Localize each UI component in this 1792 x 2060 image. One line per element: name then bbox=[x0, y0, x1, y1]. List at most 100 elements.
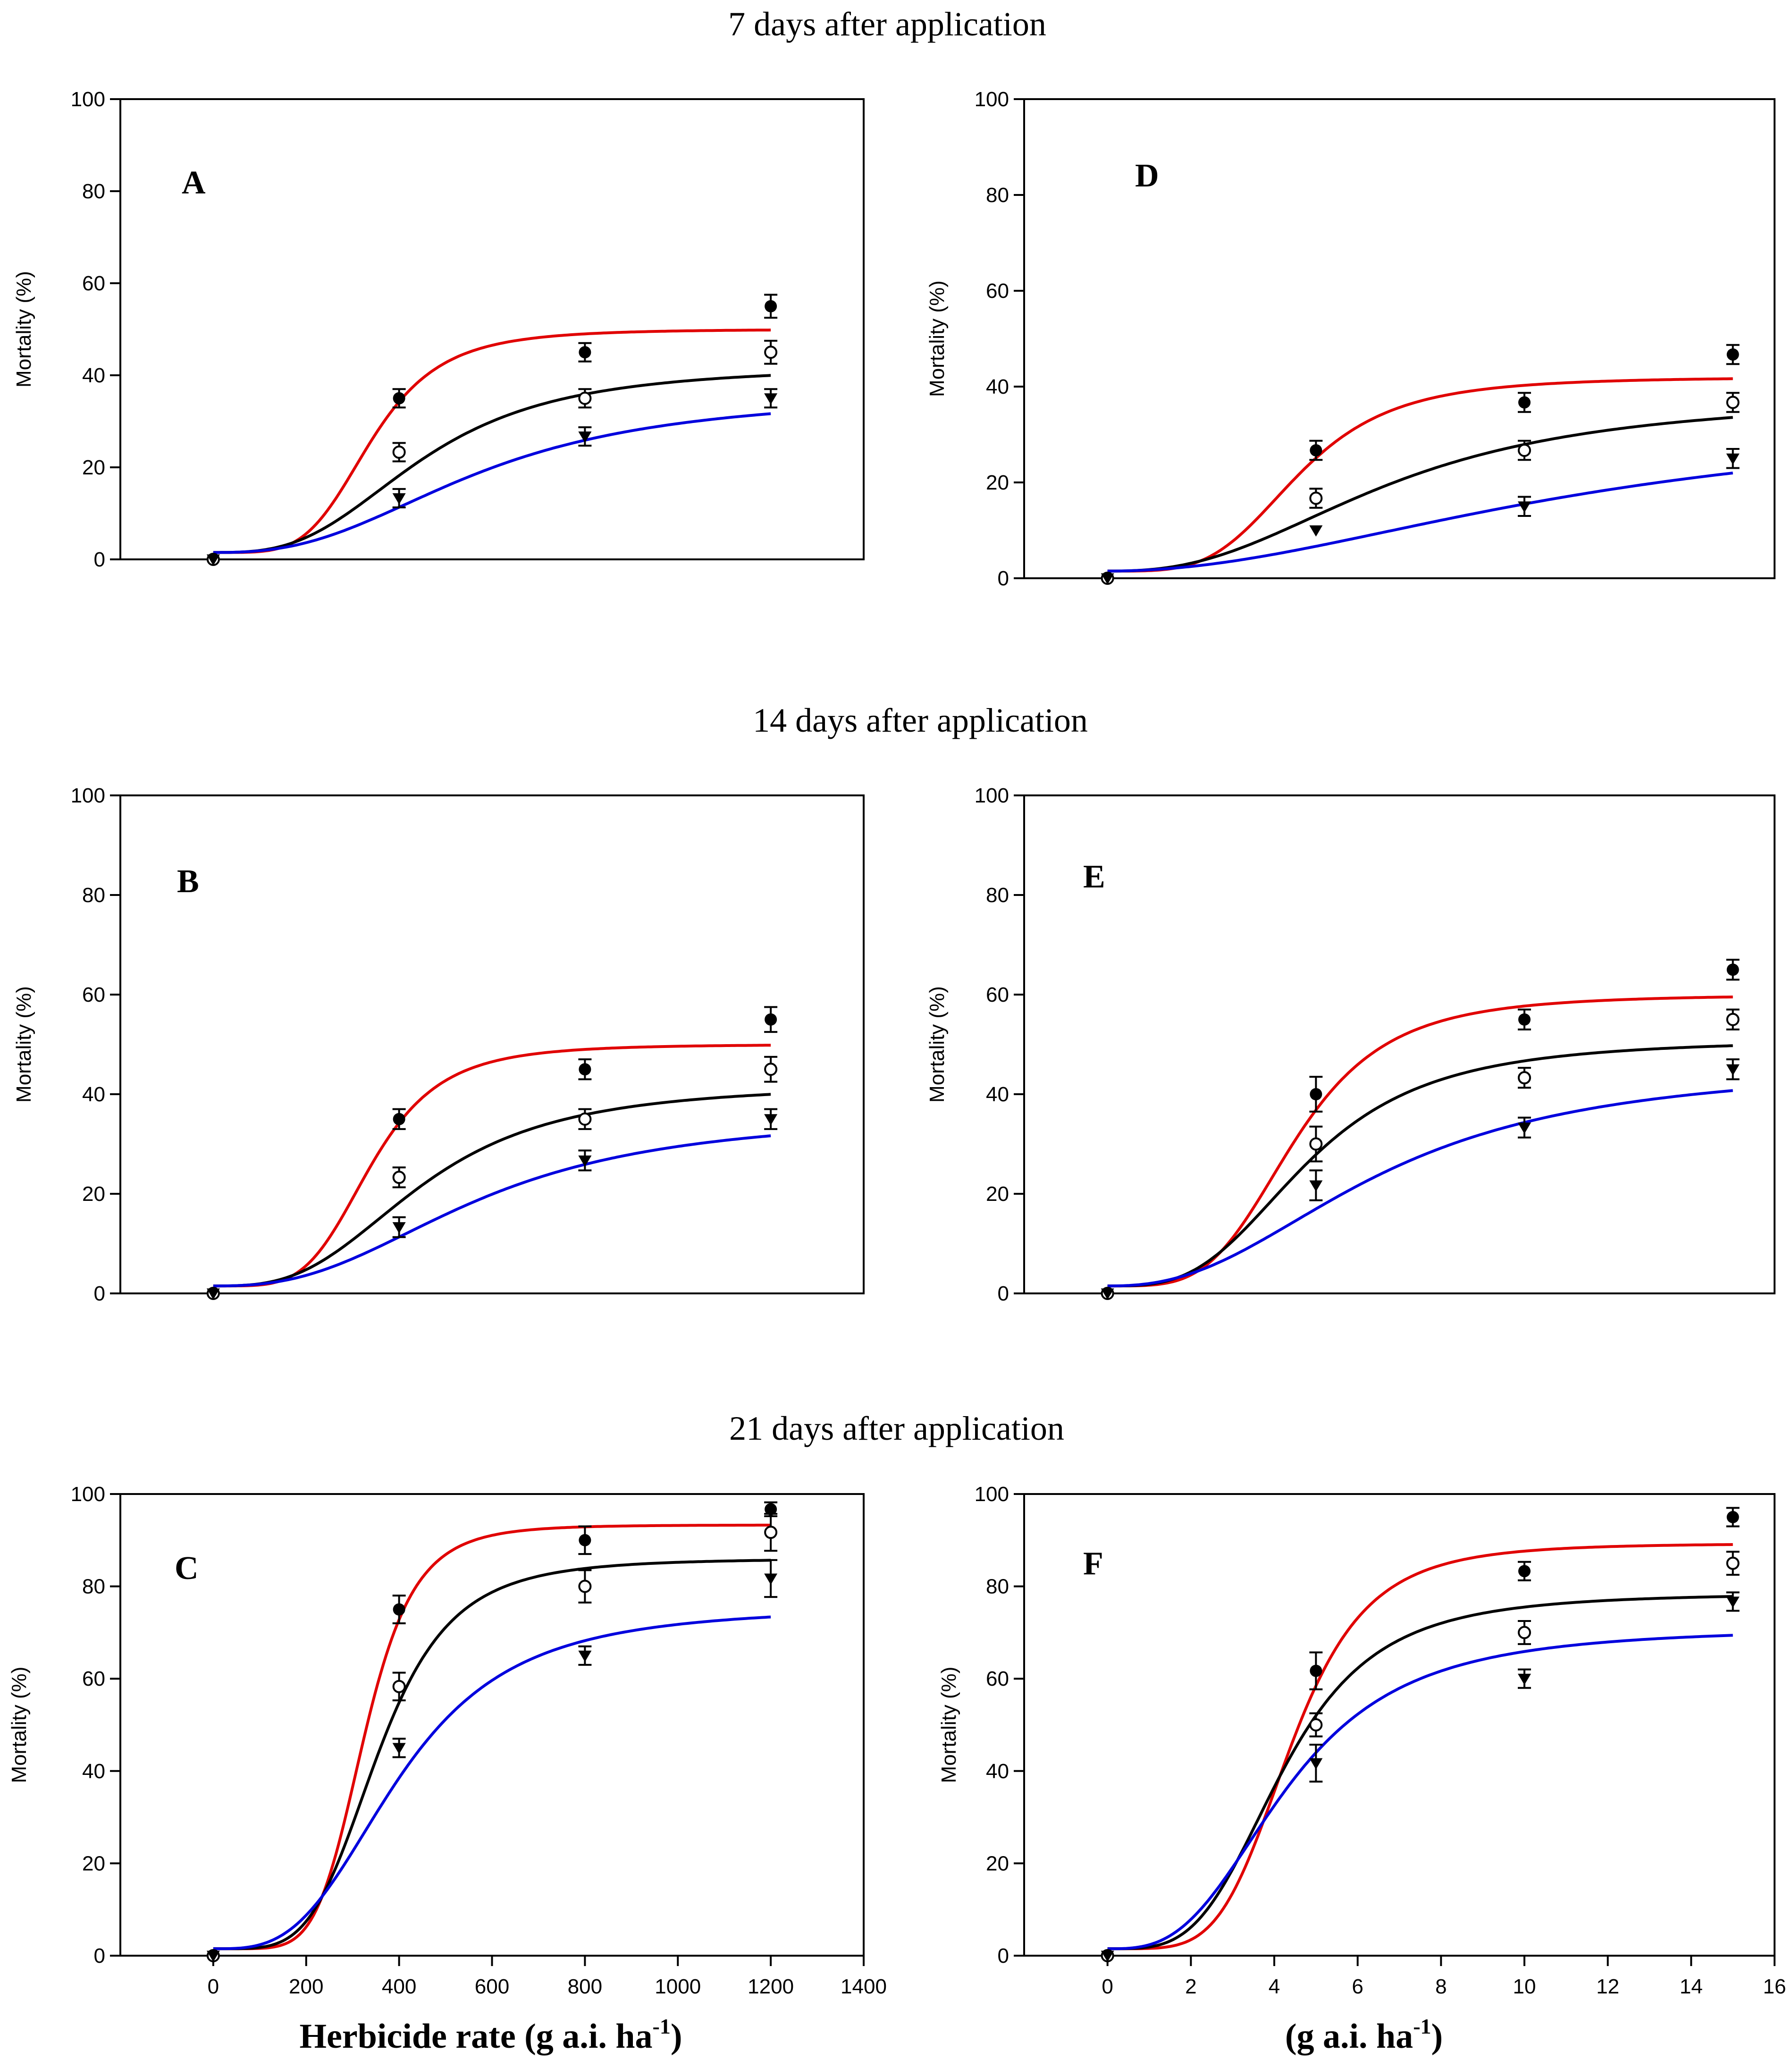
panel-e: 0 20 40 60 80 100 Mortality (%) E bbox=[925, 784, 1775, 1305]
fit-curve-blue bbox=[213, 1134, 771, 1288]
point-filled-triangle bbox=[1518, 501, 1531, 513]
point-filled-circle bbox=[579, 346, 591, 359]
y-tick-label: 0 bbox=[94, 1282, 105, 1305]
y-axis-label: Mortality (%) bbox=[12, 271, 35, 388]
point-filled-circle bbox=[765, 1503, 777, 1516]
y-tick-label: 100 bbox=[71, 1483, 105, 1506]
y-tick-label: 40 bbox=[986, 1083, 1009, 1106]
plot-frame bbox=[119, 98, 865, 560]
point-filled-circle bbox=[579, 1534, 591, 1546]
point-filled-triangle bbox=[392, 493, 406, 505]
x-tick-label: 6 bbox=[1352, 1975, 1363, 1998]
panel-letter: A bbox=[182, 165, 206, 201]
x-tick-label: 4 bbox=[1269, 1975, 1280, 1998]
fit-curve-black bbox=[1107, 1044, 1733, 1288]
plot-frame bbox=[1023, 98, 1775, 579]
x-tick-label: 400 bbox=[382, 1975, 416, 1998]
fit-curve-red bbox=[1107, 377, 1733, 573]
point-filled-triangle bbox=[1309, 525, 1323, 537]
point-open-circle bbox=[1518, 1626, 1531, 1639]
plot-frame bbox=[1023, 1493, 1775, 1957]
y-tick-label: 60 bbox=[986, 1667, 1009, 1690]
point-filled-triangle bbox=[764, 1573, 778, 1585]
point-filled-circle bbox=[1310, 444, 1322, 456]
point-filled-triangle bbox=[1518, 1123, 1531, 1134]
point-open-circle bbox=[1726, 1013, 1740, 1026]
x-tick-label: 1200 bbox=[748, 1975, 794, 1998]
point-filled-triangle bbox=[1101, 1288, 1114, 1300]
point-filled-triangle bbox=[1518, 1673, 1531, 1685]
point-filled-triangle bbox=[392, 1743, 406, 1755]
y-axis-label: Mortality (%) bbox=[925, 280, 949, 397]
point-filled-triangle bbox=[578, 431, 592, 443]
fit-curve-blue bbox=[213, 1615, 771, 1950]
point-open-circle bbox=[578, 1112, 592, 1126]
plot-frame bbox=[119, 794, 865, 1294]
point-open-circle bbox=[1518, 443, 1531, 457]
y-tick-label: 20 bbox=[986, 471, 1009, 494]
panel-letter: C bbox=[175, 1550, 199, 1587]
panel-letter: F bbox=[1083, 1545, 1103, 1582]
y-tick-label: 40 bbox=[82, 364, 105, 387]
y-tick-label: 40 bbox=[82, 1083, 105, 1106]
point-filled-circle bbox=[1310, 1088, 1322, 1100]
point-filled-circle bbox=[765, 1013, 777, 1026]
fit-curve-red bbox=[213, 1523, 771, 1950]
panel-letter: D bbox=[1135, 158, 1159, 194]
point-filled-triangle bbox=[1101, 573, 1114, 585]
y-tick-label: 0 bbox=[94, 1944, 105, 1967]
y-tick-label: 80 bbox=[82, 1575, 105, 1598]
y-tick-label: 20 bbox=[986, 1182, 1009, 1206]
x-axis-label-right-text: (g a.i. ha bbox=[1285, 2017, 1413, 2056]
y-axis-label: Mortality (%) bbox=[925, 986, 949, 1103]
y-tick-label: 40 bbox=[986, 375, 1009, 398]
point-filled-triangle bbox=[1726, 1064, 1740, 1076]
x-tick-label: 1400 bbox=[841, 1975, 887, 1998]
y-tick-label: 60 bbox=[82, 272, 105, 295]
y-tick-label: 60 bbox=[82, 1667, 105, 1690]
fit-curve-black bbox=[213, 374, 771, 554]
y-axis-label: Mortality (%) bbox=[12, 986, 35, 1103]
y-tick-label: 80 bbox=[986, 1575, 1009, 1598]
point-filled-circle bbox=[579, 1063, 591, 1076]
point-filled-circle bbox=[1726, 1511, 1739, 1523]
point-filled-circle bbox=[393, 392, 405, 405]
fit-curve-red bbox=[1107, 1543, 1733, 1950]
plot-frame bbox=[1023, 794, 1775, 1294]
y-tick-label: 100 bbox=[71, 88, 105, 111]
y-axis-label: Mortality (%) bbox=[8, 1667, 31, 1783]
point-open-circle bbox=[764, 346, 778, 359]
x-tick-label: 16 bbox=[1763, 1975, 1786, 1998]
point-open-circle bbox=[1309, 1718, 1323, 1731]
point-filled-triangle bbox=[206, 1950, 220, 1962]
plot-frame bbox=[119, 1493, 865, 1957]
y-tick-label: 100 bbox=[975, 1483, 1009, 1506]
point-filled-circle bbox=[765, 300, 777, 312]
point-filled-circle bbox=[1726, 963, 1739, 976]
x-axis-label-right: (g a.i. ha-1) bbox=[1285, 2014, 1443, 2056]
fit-curve-blue bbox=[1107, 472, 1733, 573]
panel-f: 0 20 40 60 80 100 0 2 4 6 8 10 12 14 16 Mortality (%) F bbox=[937, 1483, 1786, 1998]
point-open-circle bbox=[392, 445, 406, 459]
point-filled-triangle bbox=[206, 554, 220, 566]
point-open-circle bbox=[578, 1579, 592, 1593]
fit-curve-blue bbox=[213, 412, 771, 554]
fit-curve-blue bbox=[1107, 1634, 1733, 1950]
point-open-circle bbox=[1309, 1137, 1323, 1151]
point-filled-triangle bbox=[764, 1114, 778, 1126]
x-axis-label-left-sup: -1 bbox=[653, 2014, 671, 2038]
fit-curve-black bbox=[213, 1559, 771, 1950]
panel-d: 0 20 40 60 80 100 Mortality (%) D bbox=[925, 88, 1775, 590]
point-filled-triangle bbox=[392, 1222, 406, 1233]
y-tick-label: 20 bbox=[82, 1182, 105, 1206]
point-filled-triangle bbox=[1726, 453, 1740, 465]
panel-a: 0 20 40 60 80 100 Mortality (%) A bbox=[12, 88, 865, 571]
y-tick-label: 0 bbox=[998, 567, 1009, 590]
point-filled-triangle bbox=[1101, 1950, 1114, 1962]
y-tick-label: 0 bbox=[998, 1944, 1009, 1967]
x-axis-label-left-text: Herbicide rate (g a.i. ha bbox=[299, 2017, 652, 2056]
point-filled-triangle bbox=[1309, 1180, 1323, 1192]
